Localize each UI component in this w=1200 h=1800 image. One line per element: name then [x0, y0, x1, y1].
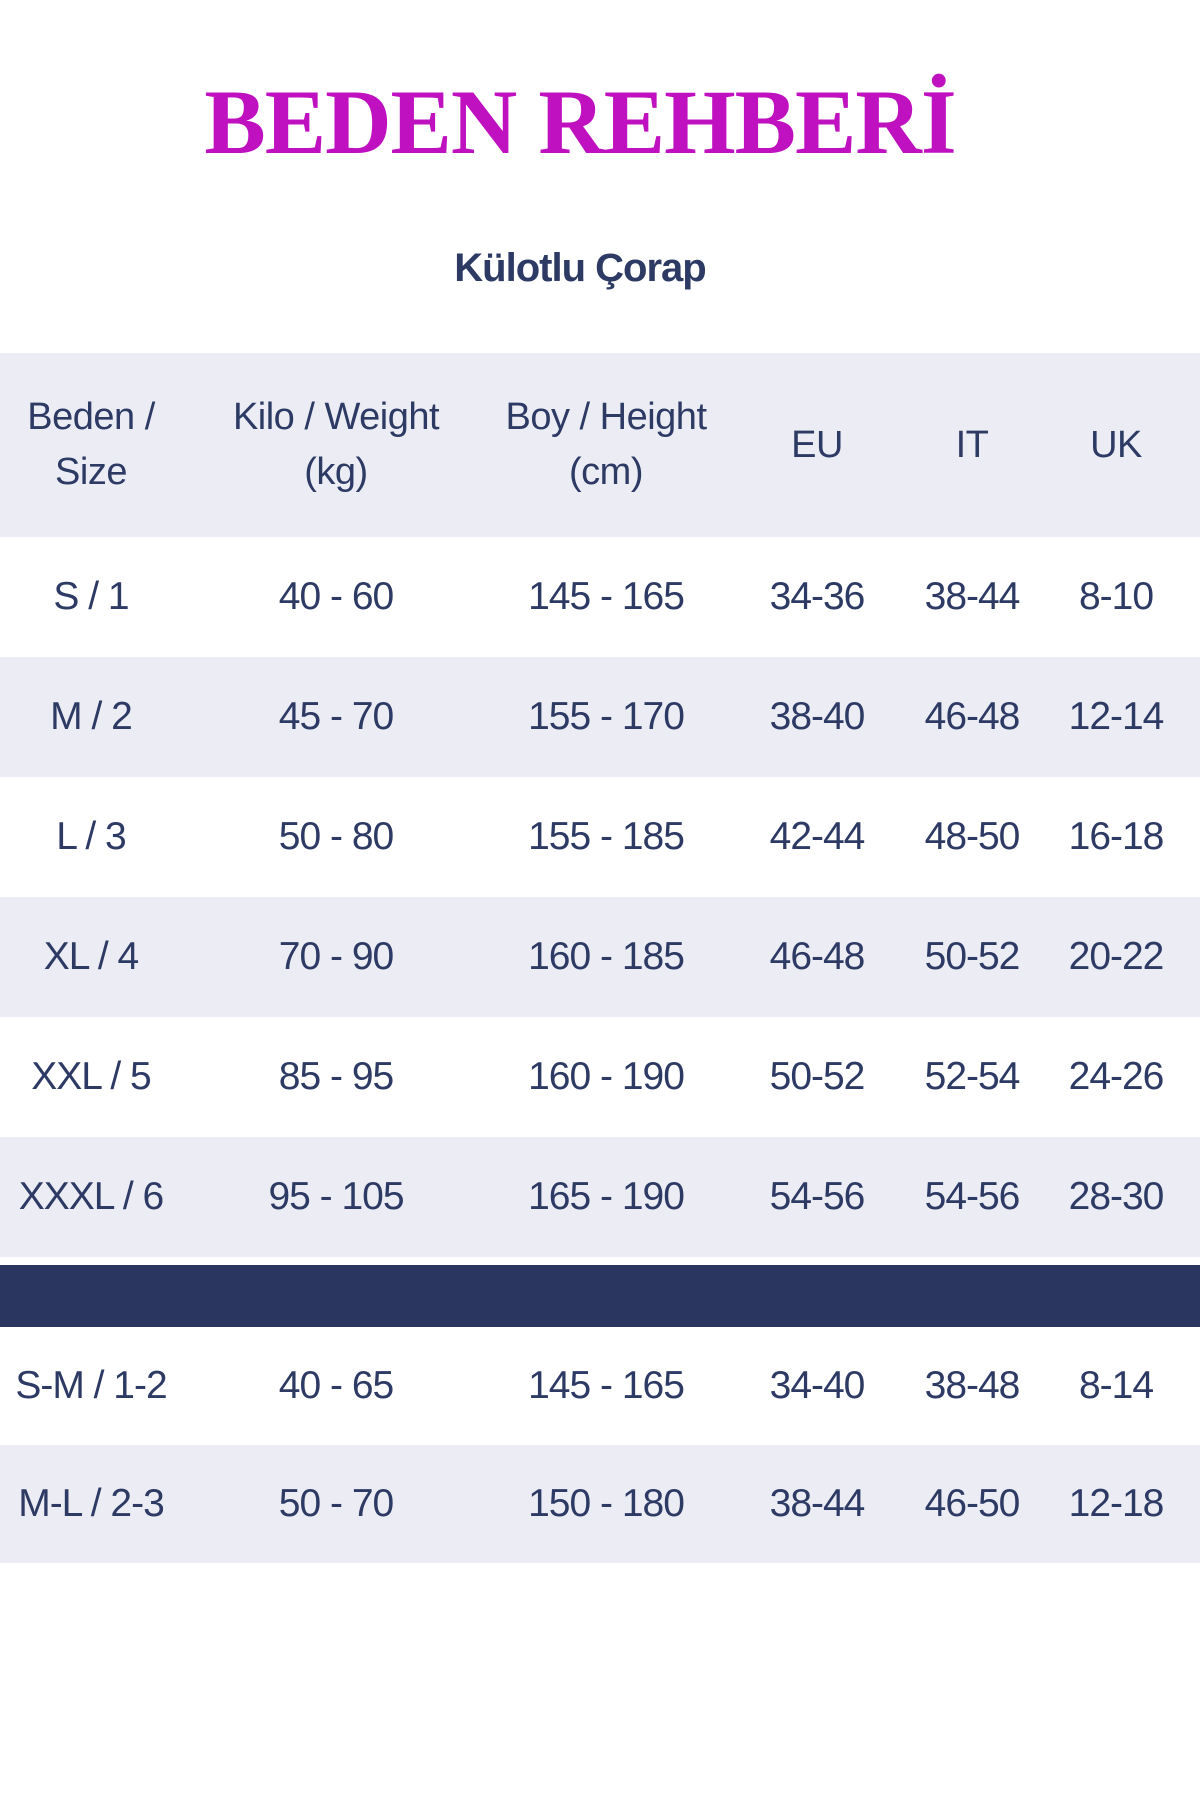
- size-guide-table: Beden / Size Kilo / Weight (kg) Boy / He…: [0, 353, 1200, 1563]
- column-header-it: IT: [912, 418, 1032, 473]
- size-cell: XL / 4: [43, 935, 139, 978]
- column-header-line: Kilo / Weight: [232, 396, 440, 438]
- column-header-line: IT: [955, 423, 989, 466]
- column-header-weight: Kilo / Weight (kg): [182, 390, 490, 500]
- divider-bar: [0, 1265, 1200, 1327]
- uk-cell: 12-14: [1068, 695, 1165, 738]
- eu-cell: 34-40: [769, 1364, 866, 1407]
- it-cell: 38-48: [924, 1364, 1021, 1407]
- it-cell: 38-44: [924, 575, 1021, 618]
- eu-cell: 34-36: [769, 575, 866, 618]
- table-row: XXL / 5 85 - 95 160 - 190 50-52 52-54 24…: [0, 1017, 1200, 1137]
- uk-cell: 20-22: [1068, 935, 1165, 978]
- it-cell: 46-50: [924, 1482, 1021, 1525]
- weight-cell: 40 - 65: [278, 1364, 394, 1407]
- column-header-line: Beden /: [27, 396, 155, 438]
- column-header-line: (kg): [304, 451, 368, 493]
- size-cell: M-L / 2-3: [18, 1482, 165, 1525]
- weight-cell: 40 - 60: [278, 575, 394, 618]
- height-cell: 150 - 180: [528, 1482, 685, 1525]
- product-type-subtitle: Külotlu Çorap: [454, 246, 706, 290]
- eu-cell: 38-40: [769, 695, 866, 738]
- eu-cell: 50-52: [769, 1055, 866, 1098]
- height-cell: 145 - 165: [528, 1364, 685, 1407]
- column-header-line: UK: [1090, 423, 1142, 466]
- size-cell: S-M / 1-2: [15, 1364, 167, 1407]
- column-header-line: Boy / Height: [505, 396, 708, 438]
- height-cell: 155 - 185: [528, 815, 685, 858]
- it-cell: 48-50: [924, 815, 1021, 858]
- height-cell: 160 - 190: [528, 1055, 685, 1098]
- weight-cell: 50 - 70: [278, 1482, 394, 1525]
- table-row: XL / 4 70 - 90 160 - 185 46-48 50-52 20-…: [0, 897, 1200, 1017]
- size-cell: XXL / 5: [31, 1055, 151, 1098]
- uk-cell: 16-18: [1068, 815, 1165, 858]
- table-row: M / 2 45 - 70 155 - 170 38-40 46-48 12-1…: [0, 657, 1200, 777]
- weight-cell: 50 - 80: [278, 815, 394, 858]
- size-cell: S / 1: [53, 575, 129, 618]
- eu-cell: 46-48: [769, 935, 866, 978]
- eu-cell: 54-56: [769, 1175, 866, 1218]
- uk-cell: 28-30: [1068, 1175, 1165, 1218]
- table-row: S / 1 40 - 60 145 - 165 34-36 38-44 8-10: [0, 537, 1200, 657]
- size-cell: M / 2: [50, 695, 133, 738]
- uk-cell: 24-26: [1068, 1055, 1165, 1098]
- uk-cell: 8-14: [1078, 1364, 1154, 1407]
- uk-cell: 12-18: [1068, 1482, 1165, 1525]
- height-cell: 155 - 170: [528, 695, 685, 738]
- size-cell: XXXL / 6: [18, 1175, 164, 1218]
- table-header-row: Beden / Size Kilo / Weight (kg) Boy / He…: [0, 353, 1200, 537]
- it-cell: 50-52: [924, 935, 1021, 978]
- eu-cell: 38-44: [769, 1482, 866, 1525]
- it-cell: 54-56: [924, 1175, 1021, 1218]
- column-header-line: Size: [55, 451, 127, 493]
- column-header-uk: UK: [1032, 418, 1200, 473]
- column-header-line: EU: [791, 423, 843, 466]
- uk-cell: 8-10: [1078, 575, 1154, 618]
- weight-cell: 85 - 95: [278, 1055, 394, 1098]
- size-cell: L / 3: [56, 815, 126, 858]
- height-cell: 165 - 190: [528, 1175, 685, 1218]
- divider-gap: [0, 1257, 1200, 1265]
- table-row: M-L / 2-3 50 - 70 150 - 180 38-44 46-50 …: [0, 1445, 1200, 1563]
- weight-cell: 70 - 90: [278, 935, 394, 978]
- weight-cell: 95 - 105: [268, 1175, 404, 1218]
- column-header-line: (cm): [569, 451, 643, 493]
- column-header-eu: EU: [722, 418, 912, 473]
- it-cell: 52-54: [924, 1055, 1021, 1098]
- column-header-height: Boy / Height (cm): [490, 390, 722, 500]
- weight-cell: 45 - 70: [278, 695, 394, 738]
- height-cell: 160 - 185: [528, 935, 685, 978]
- table-row: S-M / 1-2 40 - 65 145 - 165 34-40 38-48 …: [0, 1327, 1200, 1445]
- height-cell: 145 - 165: [528, 575, 685, 618]
- table-row: XXXL / 6 95 - 105 165 - 190 54-56 54-56 …: [0, 1137, 1200, 1257]
- page-title: BEDEN REHBERİ: [204, 71, 956, 173]
- column-header-size: Beden / Size: [0, 390, 182, 500]
- it-cell: 46-48: [924, 695, 1021, 738]
- eu-cell: 42-44: [769, 815, 866, 858]
- table-row: L / 3 50 - 80 155 - 185 42-44 48-50 16-1…: [0, 777, 1200, 897]
